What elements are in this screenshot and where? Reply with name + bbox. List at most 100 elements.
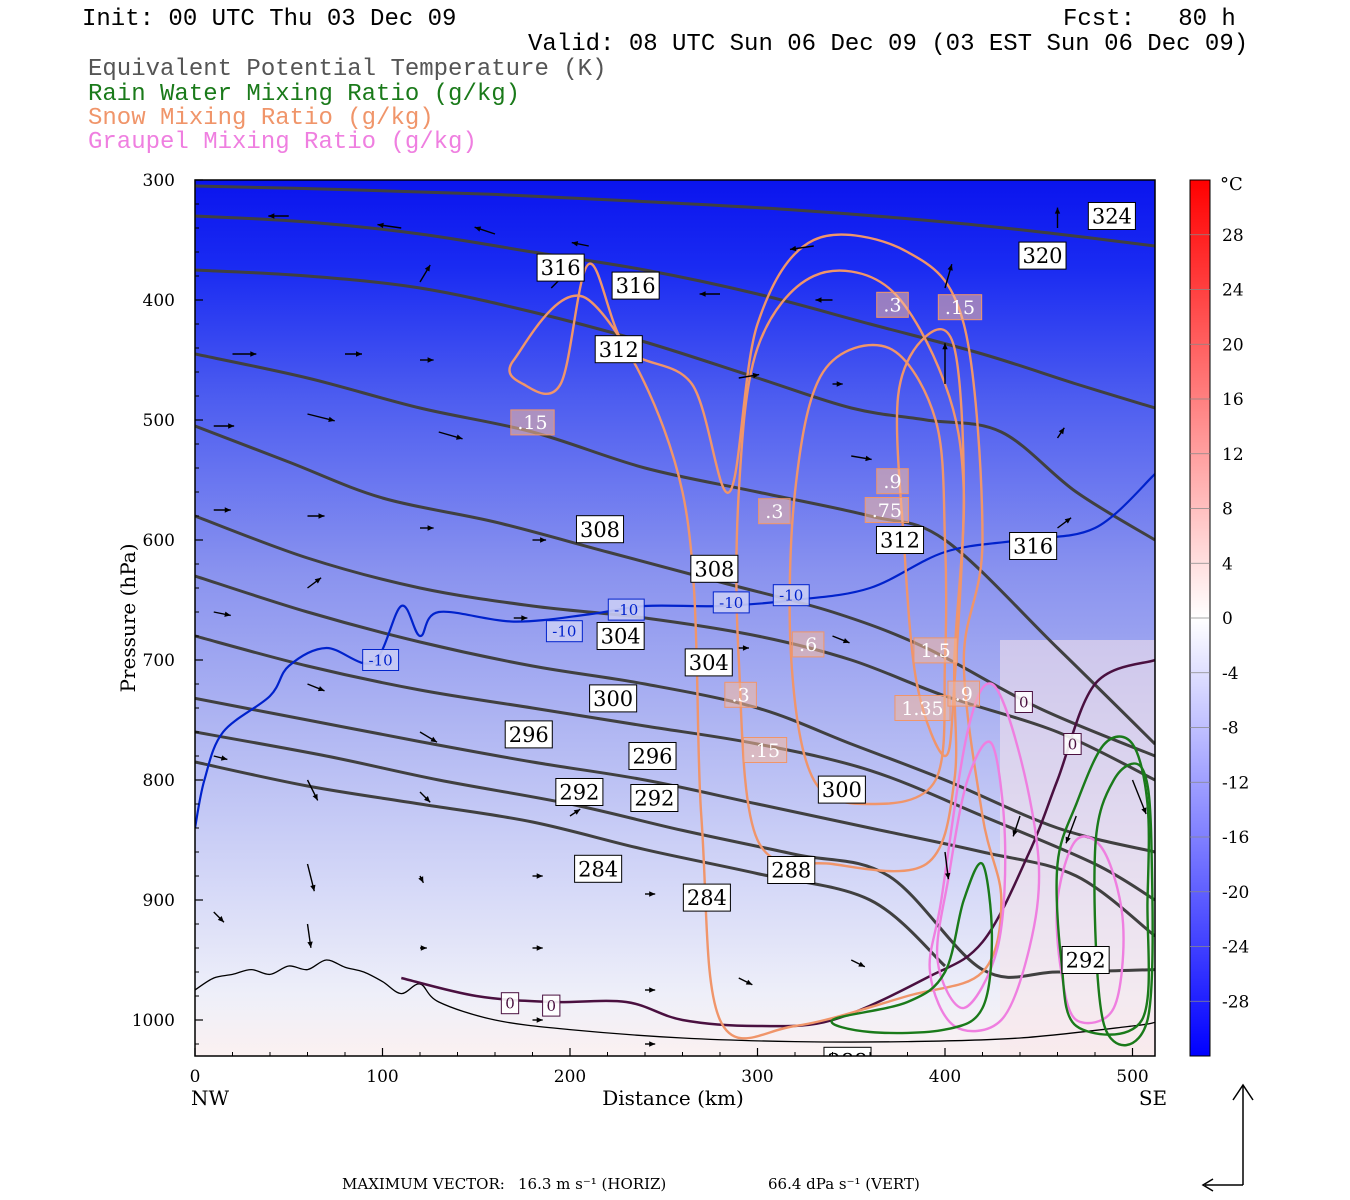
wind-vector [419, 731, 438, 743]
colorbar-tick-label: -4 [1222, 664, 1239, 684]
y-tick-label: 1000 [132, 1011, 175, 1031]
wind-vector-head [317, 686, 325, 692]
wind-vector [532, 1017, 543, 1023]
theta-e-contour-320 [195, 214, 1155, 410]
theta-e-label-box [823, 1046, 872, 1056]
theta-e-label-text: 284 [578, 857, 618, 881]
theta-e-label: 300 [817, 775, 866, 804]
wind-vector-head [228, 423, 235, 429]
wind-vector-head [573, 809, 581, 815]
wind-vector-head [427, 357, 434, 363]
wind-vector [1012, 815, 1021, 837]
theta-e-label: 300 [589, 684, 638, 713]
wind-vector-head [521, 615, 528, 621]
snow-label-text: .15 [517, 412, 547, 434]
colorbar-tick-label: -20 [1222, 883, 1249, 903]
wind-vector [738, 977, 753, 986]
snow-label-text: .6 [799, 634, 817, 656]
colorbar-tick-label: 8 [1222, 500, 1233, 520]
wind-vector-head [836, 381, 843, 387]
theta-e-label-box [596, 622, 645, 650]
wind-vector [307, 413, 335, 422]
wind-vector [645, 1041, 656, 1047]
theta-e-label-box [682, 883, 731, 912]
x-tick-label: 300 [741, 1067, 773, 1087]
theta-e-label: 312 [875, 526, 925, 554]
wind-vector [307, 577, 322, 589]
colorbar-tick-label: 20 [1222, 335, 1244, 355]
x-tick-label: 400 [929, 1067, 961, 1087]
isotherm-minus10-label-text: -10 [369, 651, 393, 669]
wind-vector-head [1065, 836, 1071, 844]
theta-e-label-box [594, 335, 643, 364]
wind-vector [569, 808, 581, 817]
snow-label-box [937, 294, 983, 321]
theta-e-contour-284 [195, 760, 946, 968]
legend-graupel: Graupel Mixing Ratio (g/kg) [88, 129, 477, 156]
theta-e-label-box [767, 856, 816, 884]
snow-label-box [758, 498, 791, 525]
isotherm-minus10-label-text: -10 [719, 594, 743, 612]
wind-vector-head [427, 525, 434, 531]
rain-contour-0.05 [830, 861, 994, 1035]
isotherm-zero-label: 0 [1014, 691, 1033, 713]
theta-e-label-box [628, 742, 677, 770]
isotherm-zero-label-text: 0 [505, 995, 515, 1013]
isotherm-zero-label-text: 0 [546, 997, 556, 1015]
snow-label-box [894, 695, 951, 721]
isotherm-minus10-label-box [545, 620, 583, 643]
wind-vector-head [424, 265, 431, 272]
theta-e-contour-316 [195, 268, 1155, 542]
theta-e-label-box [575, 515, 625, 544]
wind-vector-head [815, 297, 822, 303]
wind-vector-head [217, 916, 224, 923]
colorbar-tick-label: 12 [1222, 445, 1244, 465]
wind-vector-head [456, 434, 463, 440]
wind-vector-head [307, 941, 313, 948]
theta-e-label-text: 304 [689, 651, 729, 675]
wind-vector-head [536, 873, 543, 879]
theta-e-label: 304 [684, 648, 733, 677]
wind-vector-head [312, 793, 318, 801]
wind-vector-head [536, 945, 543, 951]
max-vector-horiz: 16.3 m s⁻¹ (HORIZ) [518, 1175, 667, 1193]
theta-e-contour-296 [195, 634, 1155, 902]
wind-vector [832, 635, 850, 644]
theta-e-label-text: 296 [509, 723, 549, 747]
theta-e-label-text: 316 [1013, 535, 1053, 559]
snow-label: 1.5 [913, 637, 958, 664]
plot-frame [194, 179, 1156, 1057]
theta-e-contour-292 [195, 696, 1155, 938]
snow-label: .3 [758, 498, 791, 525]
wind-vector [419, 264, 431, 283]
wind-vector [306, 779, 319, 801]
theta-e-label: 288 [767, 856, 816, 884]
isotherm-minus10-label-box [607, 598, 645, 621]
rain-contour-0.2 [1093, 762, 1154, 1047]
wind-vector [1056, 427, 1065, 439]
wind-vector-head [947, 264, 953, 271]
snow-label-text: .3 [883, 295, 901, 317]
wind-vector [420, 357, 434, 363]
x-tick-label: 200 [554, 1067, 586, 1087]
wind-vector [1054, 207, 1061, 228]
theta-e-label: 288 [823, 1046, 872, 1073]
wind-vector-head [220, 755, 228, 761]
wind-vector [513, 615, 528, 621]
theta-e-label: 292 [555, 778, 604, 806]
theta-e-label-text: 288 [827, 1049, 867, 1073]
colorbar-tick-label: 28 [1222, 226, 1244, 246]
y-tick-label: 600 [143, 531, 175, 551]
wind-vector [1065, 815, 1077, 844]
wind-vector [571, 241, 589, 247]
wind-vector [307, 513, 325, 519]
wind-vector [851, 455, 872, 462]
snow-label-text: .9 [883, 471, 901, 493]
valid-time: Valid: 08 UTC Sun 06 Dec 09 (03 EST Sun … [528, 31, 1249, 58]
theta-e-label: 316 [1009, 532, 1058, 560]
theta-e-label-text: 296 [632, 745, 672, 769]
theta-e-label-box [504, 720, 553, 749]
theta-e-label-text: 300 [593, 687, 633, 711]
wind-vector-head [430, 736, 437, 743]
wind-vector [213, 911, 225, 923]
